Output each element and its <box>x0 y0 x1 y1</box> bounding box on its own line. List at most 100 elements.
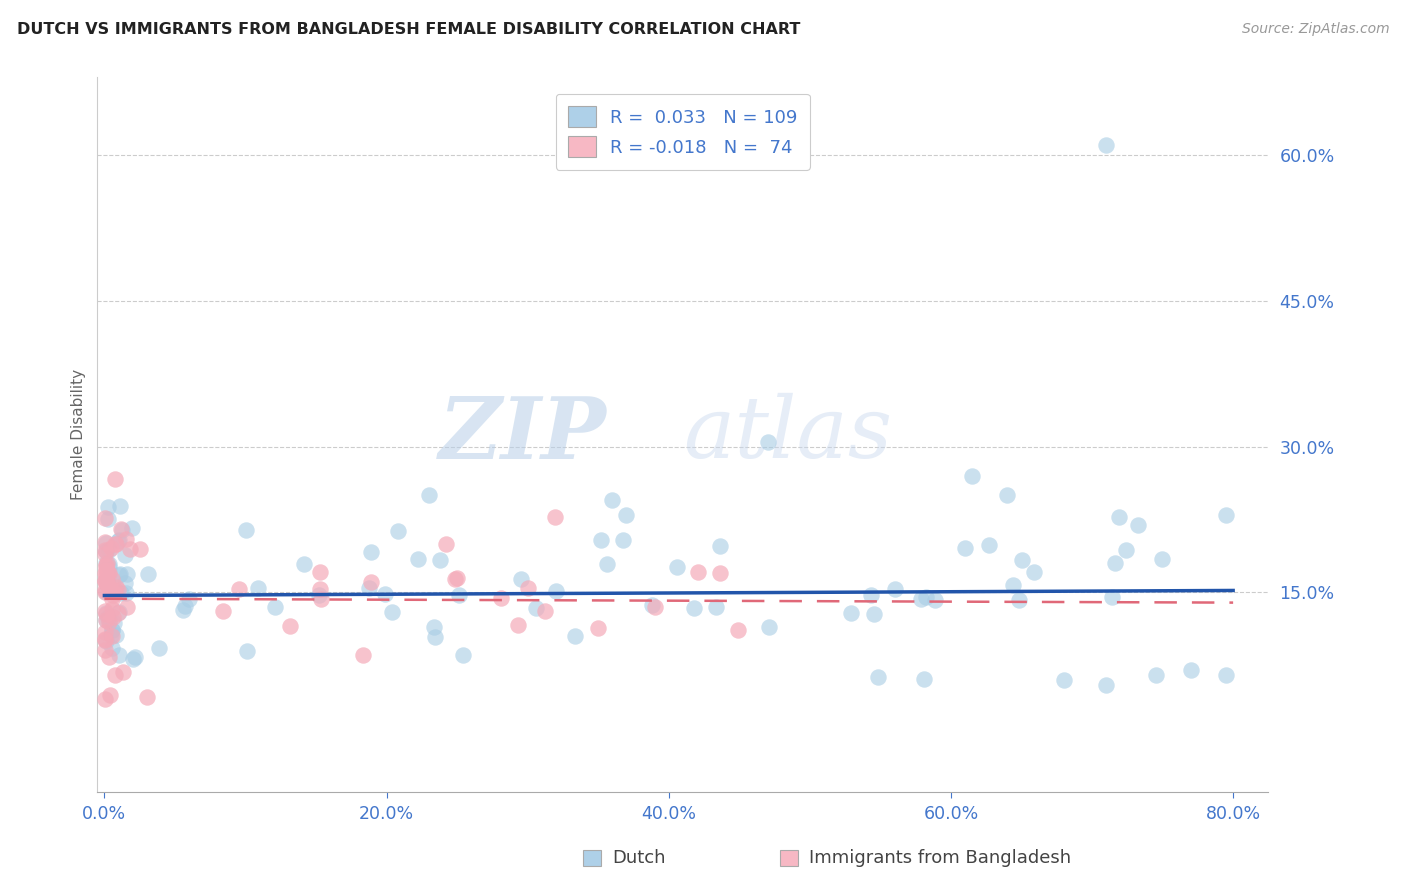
Point <box>101 624 124 638</box>
Point <box>1144 668 1167 682</box>
Point <box>246 581 269 595</box>
Point <box>451 648 474 662</box>
Point <box>111 524 134 538</box>
Point <box>1002 578 1025 592</box>
Point <box>96 613 118 627</box>
Point <box>97 575 120 590</box>
Point <box>884 582 907 596</box>
Point <box>118 541 141 556</box>
Point <box>381 605 404 619</box>
Point <box>709 566 731 580</box>
Point <box>98 650 121 665</box>
Point <box>360 545 382 559</box>
Point <box>98 542 121 557</box>
Point <box>1104 556 1126 570</box>
Point <box>602 493 624 508</box>
Point <box>1215 668 1237 682</box>
Point <box>98 566 121 581</box>
Point <box>995 488 1018 502</box>
Point <box>447 588 470 602</box>
Point <box>1101 590 1123 604</box>
Point <box>114 548 136 562</box>
Point <box>1011 553 1033 567</box>
Point <box>94 606 117 620</box>
Point <box>94 566 117 580</box>
Point <box>429 553 451 567</box>
Point <box>110 586 132 600</box>
Point <box>100 628 122 642</box>
Point <box>94 607 117 621</box>
Point <box>641 599 664 613</box>
Point <box>96 575 118 590</box>
Point <box>352 648 374 662</box>
Point <box>418 488 440 502</box>
Point <box>121 521 143 535</box>
Point <box>115 600 138 615</box>
Point <box>104 580 127 594</box>
Point <box>596 558 619 572</box>
Point <box>103 586 125 600</box>
Point <box>115 567 138 582</box>
Point <box>94 568 117 582</box>
Point <box>94 613 117 627</box>
Point <box>491 591 513 605</box>
Text: Immigrants from Bangladesh: Immigrants from Bangladesh <box>810 849 1071 867</box>
Legend: R =  0.033   N = 109, R = -0.018   N =  74: R = 0.033 N = 109, R = -0.018 N = 74 <box>555 94 810 169</box>
Point <box>128 541 150 556</box>
Point <box>1008 593 1031 607</box>
Point <box>406 552 429 566</box>
Point <box>953 541 976 556</box>
Point <box>308 588 330 602</box>
Point <box>960 468 983 483</box>
Point <box>359 581 381 595</box>
Point <box>96 563 118 577</box>
Point <box>107 583 129 598</box>
Point <box>914 672 936 686</box>
Point <box>423 630 446 644</box>
Point <box>1128 518 1150 533</box>
Point <box>915 590 938 604</box>
Point <box>94 634 117 648</box>
Point <box>101 602 124 616</box>
Point <box>434 537 457 551</box>
Point <box>612 533 634 547</box>
Point <box>107 606 129 620</box>
Point <box>94 544 117 558</box>
Point <box>174 599 197 613</box>
Point <box>443 573 465 587</box>
Point <box>101 588 124 602</box>
Point <box>94 542 117 557</box>
Point <box>108 500 131 514</box>
Point <box>94 625 117 640</box>
Point <box>727 623 749 637</box>
Point <box>616 508 638 522</box>
Y-axis label: Female Disability: Female Disability <box>72 369 86 500</box>
Point <box>1095 138 1118 153</box>
Point <box>97 500 120 515</box>
Point <box>100 572 122 586</box>
Text: DUTCH VS IMMIGRANTS FROM BANGLADESH FEMALE DISABILITY CORRELATION CHART: DUTCH VS IMMIGRANTS FROM BANGLADESH FEMA… <box>17 22 800 37</box>
Point <box>924 592 946 607</box>
Point <box>264 599 287 614</box>
Point <box>292 558 315 572</box>
Point <box>588 621 610 635</box>
Point <box>564 629 586 643</box>
Point <box>387 524 409 539</box>
Point <box>104 668 127 682</box>
Point <box>94 585 117 599</box>
Point <box>756 434 779 449</box>
Point <box>103 616 125 631</box>
Point <box>94 536 117 550</box>
Point <box>94 510 117 524</box>
Point <box>96 577 118 591</box>
Point <box>148 640 170 655</box>
Text: atlas: atlas <box>683 393 891 475</box>
Point <box>96 558 118 573</box>
Point <box>309 592 332 607</box>
Point <box>1053 673 1076 687</box>
Point <box>863 607 886 621</box>
Point <box>308 566 330 580</box>
Point <box>534 603 557 617</box>
Point <box>101 624 124 638</box>
Point <box>516 581 538 595</box>
